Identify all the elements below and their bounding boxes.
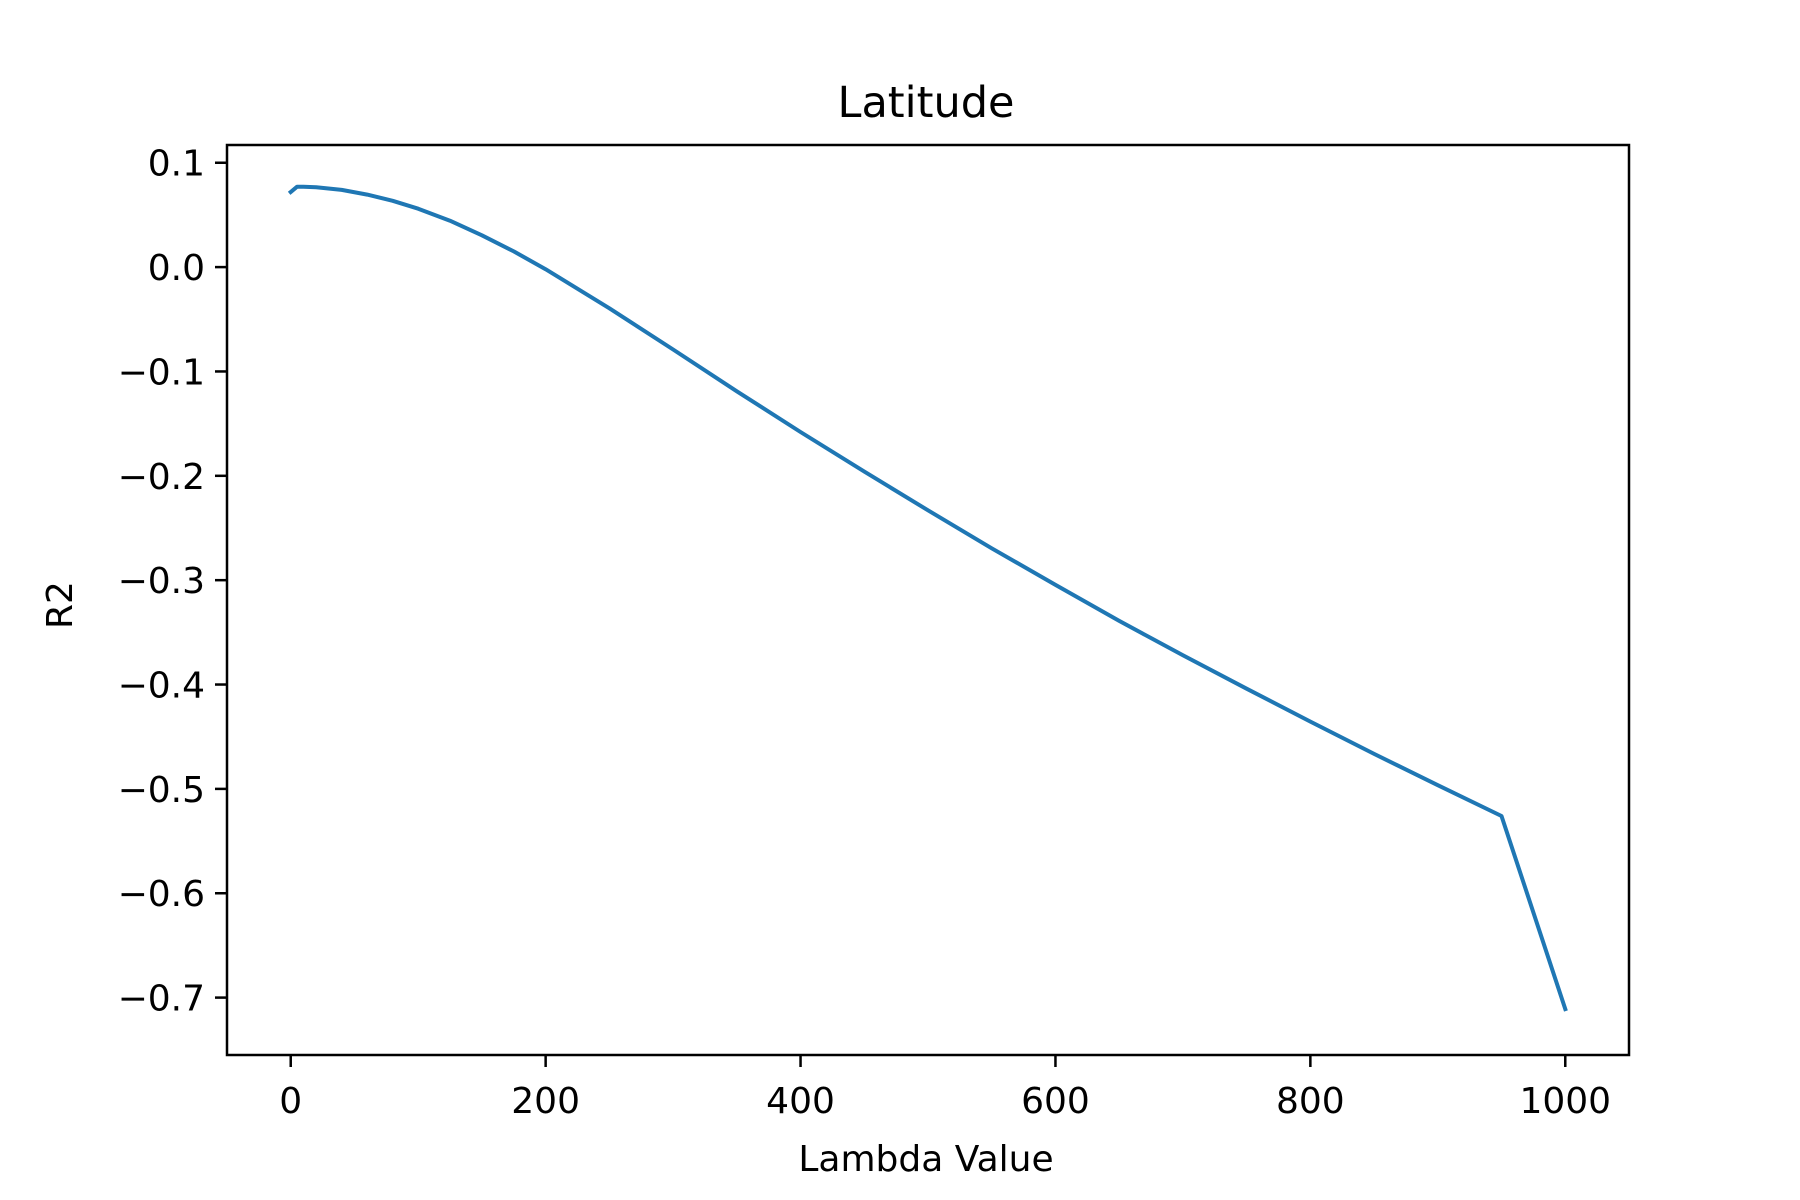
chart-title: Latitude xyxy=(838,78,1015,128)
x-tick-label: 200 xyxy=(511,1081,580,1122)
y-axis: 0.1 0.0 −0.1 −0.2 −0.3 −0.4 −0.5 −0.6 −0.7 xyxy=(118,144,227,1020)
x-axis-label: Lambda Value xyxy=(798,1139,1053,1180)
x-tick-label: 800 xyxy=(1276,1081,1345,1122)
plot-frame xyxy=(225,143,1631,1057)
x-tick-label: 0 xyxy=(279,1081,302,1122)
x-tick-label: 600 xyxy=(1021,1081,1090,1122)
y-tick-label: −0.1 xyxy=(118,352,205,393)
series-line-0 xyxy=(287,184,1568,1012)
x-tick-label: 1000 xyxy=(1519,1081,1611,1122)
y-tick-label: −0.7 xyxy=(118,979,205,1020)
y-tick-label: −0.3 xyxy=(118,561,205,602)
y-tick-label: 0.1 xyxy=(148,144,205,185)
x-tick-label: 400 xyxy=(766,1081,835,1122)
y-tick-label: −0.2 xyxy=(118,457,205,498)
y-tick-label: 0.0 xyxy=(148,248,205,289)
y-tick-label: −0.4 xyxy=(118,666,205,707)
series-layer xyxy=(287,184,1568,1012)
y-axis-label: R2 xyxy=(40,581,81,629)
y-tick-label: −0.5 xyxy=(118,770,205,811)
y-tick-label: −0.6 xyxy=(118,874,205,915)
x-axis: 0 200 400 600 800 1000 xyxy=(279,1055,1611,1122)
